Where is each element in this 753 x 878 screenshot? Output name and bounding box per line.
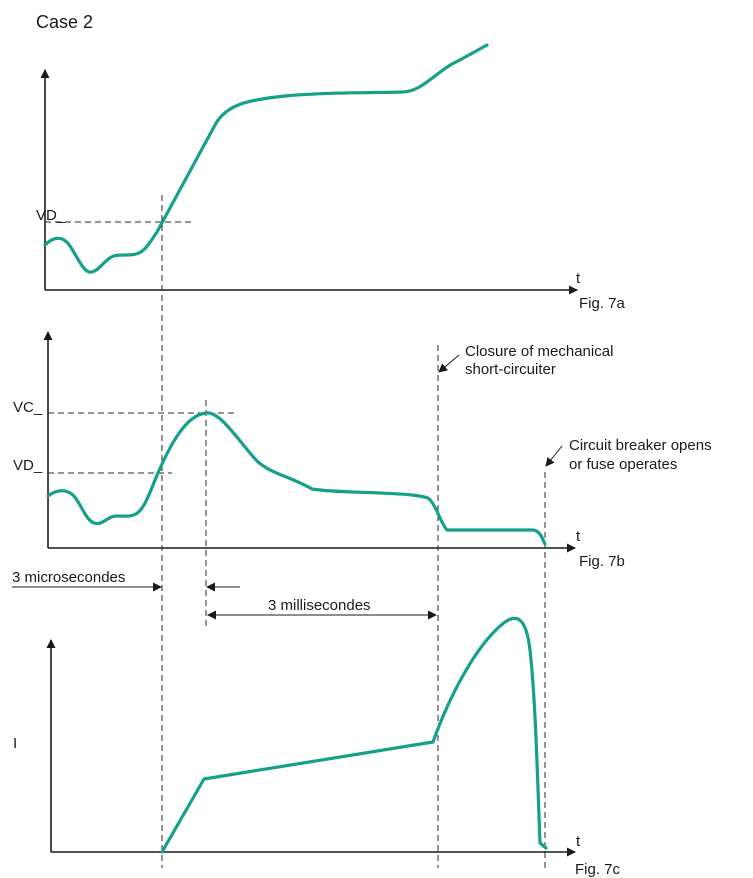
fig7a-t-label: t: [576, 270, 581, 287]
closure-note-arrow: [438, 354, 460, 373]
figure-7a: VD_ t Fig. 7a: [36, 43, 626, 312]
figure-7c: I t Fig. 7c: [13, 616, 621, 878]
breaker-note-arrow: [545, 445, 563, 467]
breaker-note-line1: Circuit breaker opens: [569, 437, 712, 454]
fig7c-i-label: I: [13, 735, 17, 752]
fig7c-current-curve: [160, 616, 548, 854]
breaker-note-line2: or fuse operates: [569, 456, 677, 473]
fig7b-vd-label: VD_: [13, 457, 43, 474]
fig7c-t-label: t: [576, 833, 581, 850]
figure-7b: VC_ VD_ t Fig. 7b Closure of mechanical …: [13, 331, 712, 570]
case-title: Case 2: [36, 12, 93, 32]
fig7b-t-label: t: [576, 528, 581, 545]
fig7b-vc-label: VC_: [13, 399, 43, 416]
interval-markers: 3 microsecondes 3 millisecondes: [12, 569, 437, 620]
micro-interval-label: 3 microsecondes: [12, 569, 125, 586]
fig7b-caption: Fig. 7b: [579, 553, 625, 570]
closure-note-line1: Closure of mechanical: [465, 343, 613, 360]
milli-interval-label: 3 millisecondes: [268, 597, 371, 614]
fig7a-vd-label: VD_: [36, 207, 66, 224]
fig7a-voltage-curve: [43, 43, 489, 274]
closure-note-line2: short-circuiter: [465, 361, 556, 378]
fig7a-caption: Fig. 7a: [579, 295, 626, 312]
fig7c-caption: Fig. 7c: [575, 861, 621, 878]
fig7b-voltage-curve: [46, 411, 547, 546]
